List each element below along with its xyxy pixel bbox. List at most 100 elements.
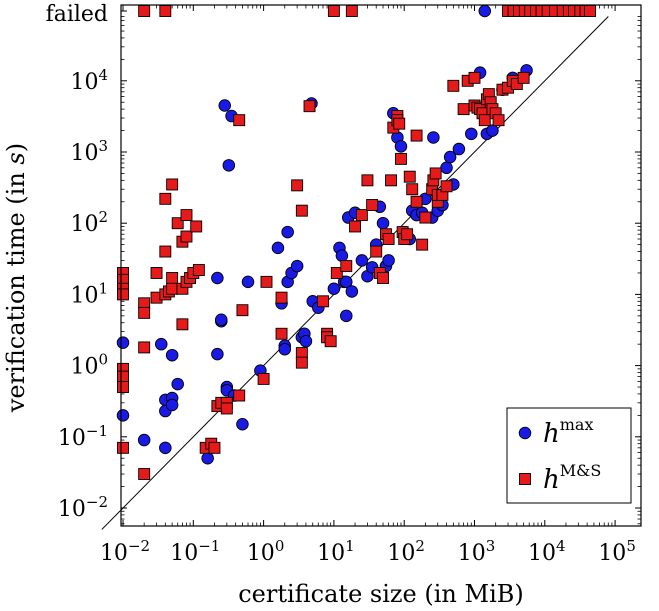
- hmax-point: [116, 409, 130, 422]
- plot-frame: [120, 4, 642, 527]
- legend-label-hms: hM&S: [543, 461, 601, 495]
- hms-point: [138, 468, 151, 480]
- hms-point: [220, 402, 233, 415]
- x-tick-label: 10−1: [170, 537, 220, 566]
- hmax-point: [116, 336, 130, 349]
- legend-marker-hms: [519, 473, 531, 485]
- hmax-point: [382, 254, 395, 267]
- hms-point: [403, 170, 416, 183]
- hms-point: [138, 341, 151, 354]
- hms-point: [117, 288, 129, 301]
- hmax-point: [241, 275, 255, 289]
- hms-point: [190, 220, 203, 233]
- hmax-point: [281, 225, 294, 239]
- hmax-point: [335, 249, 349, 262]
- hms-point: [440, 180, 453, 193]
- x-tick-label: 101: [317, 537, 355, 566]
- hms-point: [324, 335, 337, 348]
- hmax-point: [299, 334, 313, 348]
- hms-point: [208, 441, 221, 454]
- hmax-point: [165, 348, 179, 362]
- hms-point: [275, 327, 288, 340]
- hms-point: [117, 381, 129, 393]
- hmax-point: [218, 99, 231, 112]
- hms-point: [447, 79, 460, 92]
- hmax-point: [478, 4, 492, 18]
- hmax-point: [443, 150, 457, 164]
- hms-point: [416, 238, 429, 251]
- hms-point: [176, 318, 189, 331]
- hmax-point: [222, 159, 236, 172]
- hms-point: [159, 192, 172, 205]
- hms-point: [138, 5, 151, 17]
- hms-point: [382, 233, 395, 245]
- hmax-point: [211, 347, 224, 361]
- hms-point: [159, 245, 172, 258]
- legend-label-hmax: hmax: [543, 415, 593, 449]
- hmax-point: [345, 285, 359, 298]
- hms-point: [429, 167, 442, 180]
- hms-point: [166, 272, 179, 284]
- hms-point: [345, 5, 358, 17]
- hmax-point: [486, 124, 499, 137]
- hmax-point: [327, 282, 341, 296]
- y-axis-label-prefix: verification time (in: [2, 165, 30, 414]
- hmax-point: [236, 418, 249, 431]
- legend-box: [506, 407, 632, 504]
- hms-point: [159, 5, 172, 17]
- hms-point: [171, 217, 184, 230]
- hms-point: [236, 304, 249, 317]
- legend: hmax hM&S: [506, 407, 632, 504]
- y-tick-label: 104: [70, 66, 108, 95]
- hms-point: [257, 372, 270, 385]
- hms-point: [295, 204, 308, 217]
- hmax-point: [340, 275, 353, 289]
- x-tick-label: 10−2: [100, 537, 150, 566]
- hms-point: [468, 71, 481, 84]
- y-axis-label-suffix: ): [2, 143, 30, 152]
- hms-point: [117, 370, 129, 383]
- hms-point: [303, 100, 316, 113]
- hms-point: [457, 103, 470, 116]
- x-tick-label: 100: [247, 537, 285, 566]
- hms-point: [349, 220, 362, 233]
- hms-point: [419, 211, 432, 224]
- hms-point: [340, 260, 353, 273]
- hms-point: [317, 295, 329, 308]
- hmax-point: [201, 451, 214, 465]
- hmax-point: [340, 309, 353, 323]
- y-tick-labels: 10−2 10−1 100 101 102 103 104: [58, 66, 108, 522]
- hms-point: [377, 272, 389, 284]
- hmax-point: [278, 342, 292, 356]
- hms-point: [410, 195, 423, 208]
- y-tick-label: 100: [70, 351, 108, 380]
- hms-point: [180, 209, 193, 222]
- hms-point: [233, 114, 246, 127]
- hms-point: [406, 183, 419, 196]
- y-axis-label: verification time (in s): [2, 143, 30, 413]
- data-series: [116, 4, 596, 480]
- x-tick-label: 104: [528, 537, 566, 566]
- y-axis-label-var: s: [2, 152, 30, 164]
- hmax-point: [215, 313, 228, 327]
- hmax-point: [376, 216, 390, 230]
- hms-point: [233, 389, 246, 402]
- hms-point: [393, 117, 406, 130]
- hms-point: [370, 245, 383, 258]
- hms-point: [517, 71, 530, 84]
- hmax-point: [290, 259, 304, 273]
- hmax-point: [171, 377, 184, 391]
- legend-marker-hmax: [518, 426, 532, 440]
- hmax-point: [465, 127, 478, 141]
- hms-point: [192, 264, 205, 276]
- hmax-point: [211, 271, 224, 285]
- hms-point: [327, 5, 340, 17]
- x-tick-labels: 10−2 10−1 100 101 102 103 104 105: [100, 537, 636, 566]
- x-axis-label: certificate size (in MiB): [238, 580, 524, 608]
- y-tick-label: 103: [70, 137, 108, 166]
- hms-point: [584, 5, 596, 17]
- hmax-point: [427, 131, 440, 144]
- failed-tick-label: failed: [46, 2, 108, 27]
